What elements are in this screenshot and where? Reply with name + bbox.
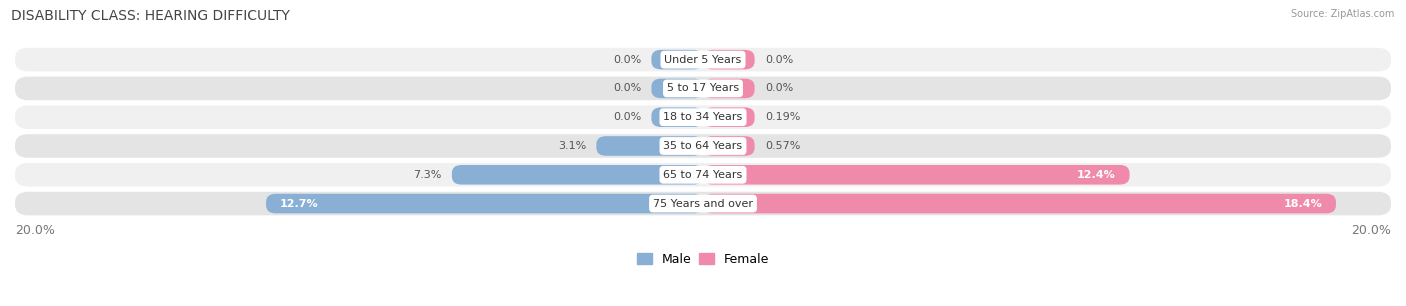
- Text: 35 to 64 Years: 35 to 64 Years: [664, 141, 742, 151]
- Text: Under 5 Years: Under 5 Years: [665, 55, 741, 65]
- FancyBboxPatch shape: [596, 136, 703, 156]
- Text: 0.0%: 0.0%: [613, 112, 641, 122]
- Text: 0.19%: 0.19%: [765, 112, 800, 122]
- Legend: Male, Female: Male, Female: [631, 248, 775, 271]
- Text: 12.7%: 12.7%: [280, 199, 319, 209]
- FancyBboxPatch shape: [651, 79, 703, 98]
- Text: 0.0%: 0.0%: [765, 84, 793, 93]
- Text: Source: ZipAtlas.com: Source: ZipAtlas.com: [1291, 9, 1395, 19]
- Text: 0.0%: 0.0%: [765, 55, 793, 65]
- Text: 75 Years and over: 75 Years and over: [652, 199, 754, 209]
- FancyBboxPatch shape: [703, 107, 755, 127]
- Text: 20.0%: 20.0%: [15, 224, 55, 237]
- FancyBboxPatch shape: [703, 50, 755, 69]
- FancyBboxPatch shape: [451, 165, 703, 185]
- FancyBboxPatch shape: [15, 105, 1391, 129]
- FancyBboxPatch shape: [651, 107, 703, 127]
- FancyBboxPatch shape: [15, 192, 1391, 215]
- Text: 7.3%: 7.3%: [413, 170, 441, 180]
- FancyBboxPatch shape: [266, 194, 703, 213]
- FancyBboxPatch shape: [15, 163, 1391, 187]
- FancyBboxPatch shape: [15, 76, 1391, 100]
- Text: 20.0%: 20.0%: [1351, 224, 1391, 237]
- Text: 5 to 17 Years: 5 to 17 Years: [666, 84, 740, 93]
- FancyBboxPatch shape: [651, 50, 703, 69]
- FancyBboxPatch shape: [703, 165, 1129, 185]
- Text: DISABILITY CLASS: HEARING DIFFICULTY: DISABILITY CLASS: HEARING DIFFICULTY: [11, 9, 290, 23]
- FancyBboxPatch shape: [15, 134, 1391, 158]
- Text: 18 to 34 Years: 18 to 34 Years: [664, 112, 742, 122]
- Text: 18.4%: 18.4%: [1284, 199, 1322, 209]
- FancyBboxPatch shape: [703, 194, 1336, 213]
- Text: 0.0%: 0.0%: [613, 55, 641, 65]
- Text: 3.1%: 3.1%: [558, 141, 586, 151]
- FancyBboxPatch shape: [15, 48, 1391, 71]
- FancyBboxPatch shape: [703, 136, 755, 156]
- Text: 65 to 74 Years: 65 to 74 Years: [664, 170, 742, 180]
- FancyBboxPatch shape: [703, 79, 755, 98]
- Text: 0.0%: 0.0%: [613, 84, 641, 93]
- Text: 12.4%: 12.4%: [1077, 170, 1116, 180]
- Text: 0.57%: 0.57%: [765, 141, 800, 151]
